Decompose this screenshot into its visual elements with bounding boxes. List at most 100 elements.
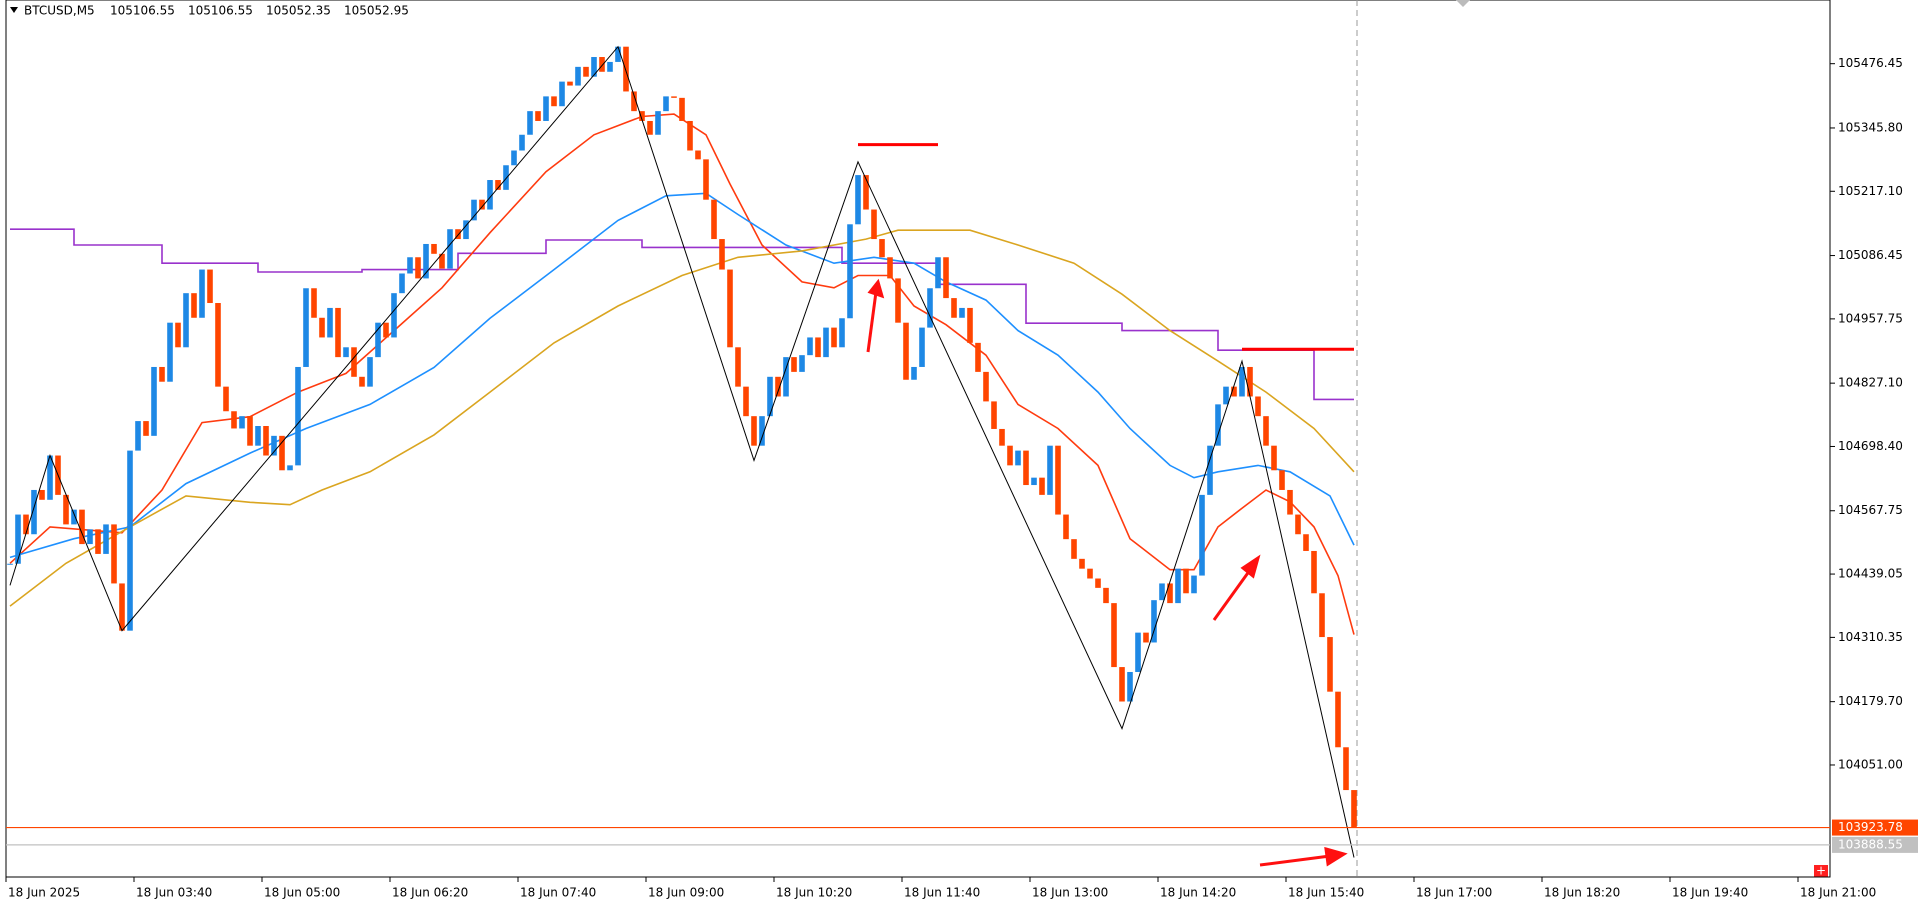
y-tick-label: 105086.45	[1838, 248, 1903, 262]
candle	[71, 509, 77, 525]
candle	[1127, 671, 1133, 702]
candle	[303, 288, 309, 367]
candle	[503, 165, 509, 190]
candle	[983, 371, 989, 402]
candle	[575, 66, 581, 86]
candle	[975, 342, 981, 372]
moving-average	[9, 229, 1355, 607]
candle	[695, 150, 701, 160]
candle	[383, 322, 389, 338]
candle	[775, 376, 781, 397]
candle	[823, 327, 829, 358]
header-value: 105106.55	[188, 4, 253, 18]
candle	[1079, 558, 1085, 569]
candle	[703, 159, 709, 200]
candle	[1095, 578, 1101, 588]
candle	[711, 199, 717, 240]
candle	[895, 278, 901, 323]
x-tick-label: 18 Jun 09:00	[648, 886, 724, 900]
price-label: 103888.55	[1838, 837, 1903, 851]
candle	[39, 489, 45, 500]
candle	[791, 357, 797, 372]
candle	[647, 120, 653, 135]
candle	[719, 239, 725, 270]
candle	[1303, 534, 1309, 551]
symbol: BTCUSD,M5	[24, 4, 95, 18]
candle	[199, 269, 205, 318]
candle	[567, 81, 573, 86]
candle	[359, 376, 365, 387]
x-tick-label: 18 Jun 05:00	[264, 886, 340, 900]
candle	[1263, 416, 1269, 446]
candle	[1295, 514, 1301, 535]
candle	[855, 175, 861, 225]
candle	[1223, 386, 1229, 405]
candle	[191, 293, 197, 318]
candle	[1175, 568, 1181, 604]
candle	[231, 411, 237, 429]
candle	[1231, 386, 1237, 397]
x-tick-label: 18 Jun 2025	[8, 886, 80, 900]
candle	[23, 514, 29, 535]
candle	[663, 96, 669, 112]
candle	[1071, 539, 1077, 559]
candle	[1135, 632, 1141, 672]
candle	[1215, 404, 1221, 446]
candle	[143, 421, 149, 436]
candle	[1327, 637, 1333, 692]
candle	[1159, 583, 1165, 601]
candle	[1143, 632, 1149, 643]
price-label-box	[1832, 836, 1918, 853]
candle	[311, 288, 317, 318]
candle	[759, 416, 765, 446]
candle	[1191, 575, 1197, 594]
zigzag	[9, 45, 1355, 858]
candle	[767, 376, 773, 417]
candle	[871, 209, 877, 240]
candle	[1103, 587, 1109, 604]
candle	[1055, 445, 1061, 515]
y-tick-label: 104827.10	[1838, 376, 1903, 390]
candle	[215, 303, 221, 387]
candle	[943, 257, 949, 299]
candle	[583, 66, 589, 77]
candle	[511, 150, 517, 166]
candle	[455, 229, 461, 240]
candle	[1151, 600, 1157, 643]
candle	[1239, 366, 1245, 397]
candle	[1031, 477, 1037, 486]
candle	[527, 111, 533, 135]
candle	[991, 401, 997, 429]
candle	[879, 239, 885, 258]
annotation-arrows	[866, 278, 1348, 867]
price-label-box	[1832, 819, 1918, 836]
candle	[863, 175, 869, 210]
candle	[327, 307, 333, 338]
candle	[79, 509, 85, 545]
x-tick-label: 18 Jun 19:40	[1672, 886, 1748, 900]
candle	[255, 426, 261, 446]
x-tick-label: 18 Jun 21:00	[1800, 886, 1876, 900]
menu-triangle[interactable]	[10, 7, 18, 13]
candle	[1047, 445, 1053, 495]
price-label: 103923.78	[1838, 820, 1903, 834]
x-tick-label: 18 Jun 06:20	[392, 886, 468, 900]
x-tick-label: 18 Jun 15:40	[1288, 886, 1364, 900]
x-tick-label: 18 Jun 11:40	[904, 886, 980, 900]
candle	[743, 386, 749, 417]
candle	[1119, 667, 1125, 702]
candle	[615, 46, 621, 62]
candle	[7, 563, 13, 565]
candle	[31, 489, 37, 535]
candle	[623, 46, 629, 92]
candle	[263, 426, 269, 456]
candle	[319, 317, 325, 338]
add-button[interactable]	[1814, 865, 1828, 877]
candle	[783, 357, 789, 397]
candle	[727, 269, 733, 348]
candle	[679, 97, 685, 121]
candle	[167, 322, 173, 382]
y-tick-label: 105345.80	[1838, 120, 1903, 134]
